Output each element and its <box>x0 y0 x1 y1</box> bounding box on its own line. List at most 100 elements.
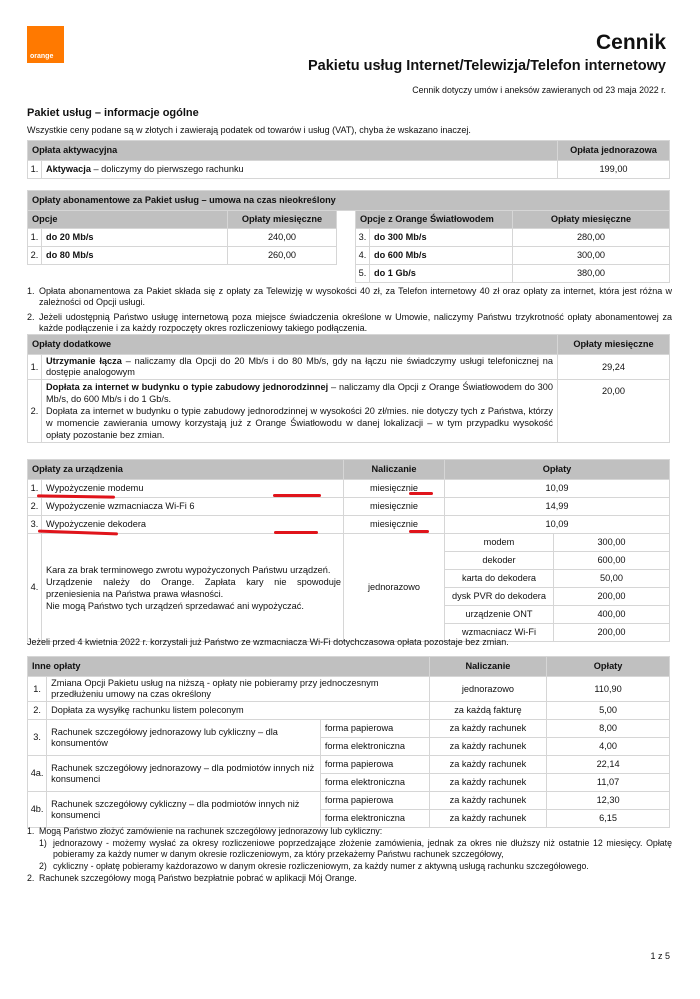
text: 1) jednorazowy - możemy wysłać za okresy … <box>39 838 672 860</box>
text: Mogą Państwo złożyć zamówienie na rachun… <box>39 826 383 836</box>
text: 1. Opłata abonamentowa za Pakiet składa s… <box>27 286 672 308</box>
table-cell: 12,30 <box>546 791 670 810</box>
table-cell: 4b. <box>26 791 48 828</box>
table-row: 1. do 20 Mb/s 240,00 <box>27 228 337 247</box>
row-desc: Aktywacja – doliczymy do pierwszego rach… <box>41 160 558 179</box>
options-table: Opcje Opłaty miesięczne 1. do 20 Mb/s 240,0… <box>27 210 337 265</box>
text: do 1 Gb/s <box>374 268 416 278</box>
text: 1. Mogą Państwo złożyć zamówienie na rach… <box>27 826 672 837</box>
text: 2. Jeżeli udostępnią Państwo usługę inter… <box>27 312 672 334</box>
table-cell: forma papierowa <box>319 791 430 810</box>
table-cell: za każdy rachunek <box>428 791 548 810</box>
table-cell: Zmiana Opcji Pakietu usług na niższą - o… <box>46 676 430 702</box>
table-row: 1. Utrzymanie łącza – naliczamy dla Opcji… <box>27 354 670 380</box>
table-cell: miesięcznie <box>343 515 445 534</box>
table-cell: 4. <box>27 533 42 642</box>
table-row: 2. Dopłata za wysyłkę rachunku listem pol… <box>26 701 670 720</box>
table-cell: jednorazowo <box>343 533 445 642</box>
table-cell: 200,00 <box>553 587 670 606</box>
table-cell: urządzenie ONT <box>444 605 554 624</box>
header: Opłata aktywacyjna <box>27 140 558 161</box>
table-cell: 29,24 <box>557 354 670 380</box>
table-cell: Rachunek szczegółowy jednorazowy – dla p… <box>46 755 321 792</box>
text: Opłata abonamentowa za Pakiet składa się… <box>39 286 672 307</box>
table-cell: 240,00 <box>227 228 337 247</box>
table-cell: do 1 Gb/s <box>369 264 513 283</box>
table-cell: jednorazowo <box>428 676 548 702</box>
table-row: 1. Zmiana Opcji Pakietu usług na niższą -… <box>26 676 670 702</box>
table-row: 3. Rachunek szczegółowy jednorazowy lub c… <box>26 719 670 756</box>
activation-table: Opłata aktywacyjna Opłata jednorazowa 1. A… <box>27 140 670 179</box>
text: jednorazowy - możemy wysłać za okresy ro… <box>53 838 672 859</box>
header: Opłaty miesięczne <box>557 334 670 355</box>
orange-logo: orange <box>27 26 64 63</box>
devices-note: Jeżeli przed 4 kwietnia 2022 r. korzysta… <box>27 637 509 647</box>
table-cell: 600,00 <box>553 551 670 570</box>
other-notes: 1. Mogą Państwo złożyć zamówienie na rach… <box>27 826 672 888</box>
table-cell: 8,00 <box>546 719 670 738</box>
table-cell: do 80 Mb/s <box>41 246 228 265</box>
table-cell: modem <box>444 533 554 552</box>
red-underline <box>273 494 321 497</box>
page-title: Cennik <box>595 31 666 54</box>
text: do 600 Mb/s <box>374 250 427 260</box>
fiber-options-table: Opcje z Orange Światłowodem Opłaty miesię… <box>355 210 670 283</box>
table-cell: 280,00 <box>512 228 670 247</box>
table-cell: forma elektroniczna <box>319 809 430 828</box>
table-cell: 10,09 <box>444 515 670 534</box>
table-cell: Dopłata za wysyłkę rachunku listem polec… <box>46 701 430 720</box>
table-cell: za każdy rachunek <box>428 719 548 738</box>
table-cell: 3. <box>355 228 370 247</box>
table-row: 1. Wypożyczenie modemu miesięcznie 10,09 <box>27 479 670 498</box>
table-cell: forma papierowa <box>319 755 430 774</box>
table-row: 5. do 1 Gb/s 380,00 <box>355 264 670 283</box>
table-cell: forma papierowa <box>319 719 430 738</box>
table-cell: za każdy rachunek <box>428 773 548 792</box>
text: Dopłata za internet w budynku o typie za… <box>46 406 553 440</box>
table-cell: 2. <box>27 379 42 443</box>
table-cell: 10,09 <box>444 479 670 498</box>
text: Kara za brak terminowego zwrotu wypożycz… <box>46 564 331 575</box>
table-cell: 14,99 <box>444 497 670 516</box>
header: Inne opłaty <box>27 656 430 677</box>
table-cell: 4. <box>355 246 370 265</box>
header: Opłaty za urządzenia <box>27 459 344 480</box>
text: do 80 Mb/s <box>46 250 94 260</box>
table-cell: 1. <box>26 676 48 702</box>
header: Opłaty miesięczne <box>227 210 337 229</box>
table-cell: 5. <box>355 264 370 283</box>
text: 2) cykliczny - opłatę pobieramy każdorazo… <box>39 861 672 872</box>
table-row: forma elektroniczna za każdy rachunek 4,00 <box>28 737 670 756</box>
table-cell: 4,00 <box>546 737 670 756</box>
table-cell: za każdy rachunek <box>428 755 548 774</box>
text: Urządzenie należy do Orange. Zapłata kar… <box>46 576 341 599</box>
text: 2) <box>39 861 47 871</box>
table-cell: karta do dekodera <box>444 569 554 588</box>
table-row: urządzenie ONT 400,00 <box>28 605 670 624</box>
table-cell: Utrzymanie łącza – naliczamy dla Opcji d… <box>41 354 558 380</box>
table-cell: 260,00 <box>227 246 337 265</box>
table-cell: forma elektroniczna <box>319 737 430 756</box>
price: 199,00 <box>557 160 670 179</box>
table-cell: 6,15 <box>546 809 670 828</box>
text: Utrzymanie łącza <box>46 356 122 366</box>
logo-text: orange <box>30 53 54 60</box>
table-cell: 4a. <box>26 755 48 792</box>
header: Opłaty miesięczne <box>512 210 670 229</box>
table-cell: 300,00 <box>512 246 670 265</box>
text: Dopłata za internet w budynku o typie za… <box>46 382 329 392</box>
table-cell: 20,00 <box>557 379 670 443</box>
table-cell: 400,00 <box>553 605 670 624</box>
table-cell: forma elektroniczna <box>319 773 430 792</box>
table-row: 4b. Rachunek szczegółowy cykliczny – dla … <box>26 791 670 828</box>
table-cell: dekoder <box>444 551 554 570</box>
text: 1. <box>27 286 35 296</box>
table-cell: dysk PVR do dekodera <box>444 587 554 606</box>
table-row: 3. Wypożyczenie dekodera miesięcznie 10,09 <box>27 515 670 534</box>
table-cell: 3. <box>26 719 48 756</box>
text: 1) <box>39 838 47 848</box>
table-row: 2. Dopłata za internet w budynku o typie … <box>27 379 670 443</box>
table-cell: 1. <box>27 354 42 380</box>
text: 2. <box>27 312 35 322</box>
table-cell: Wypożyczenie wzmacniacza Wi-Fi 6 <box>41 497 344 516</box>
